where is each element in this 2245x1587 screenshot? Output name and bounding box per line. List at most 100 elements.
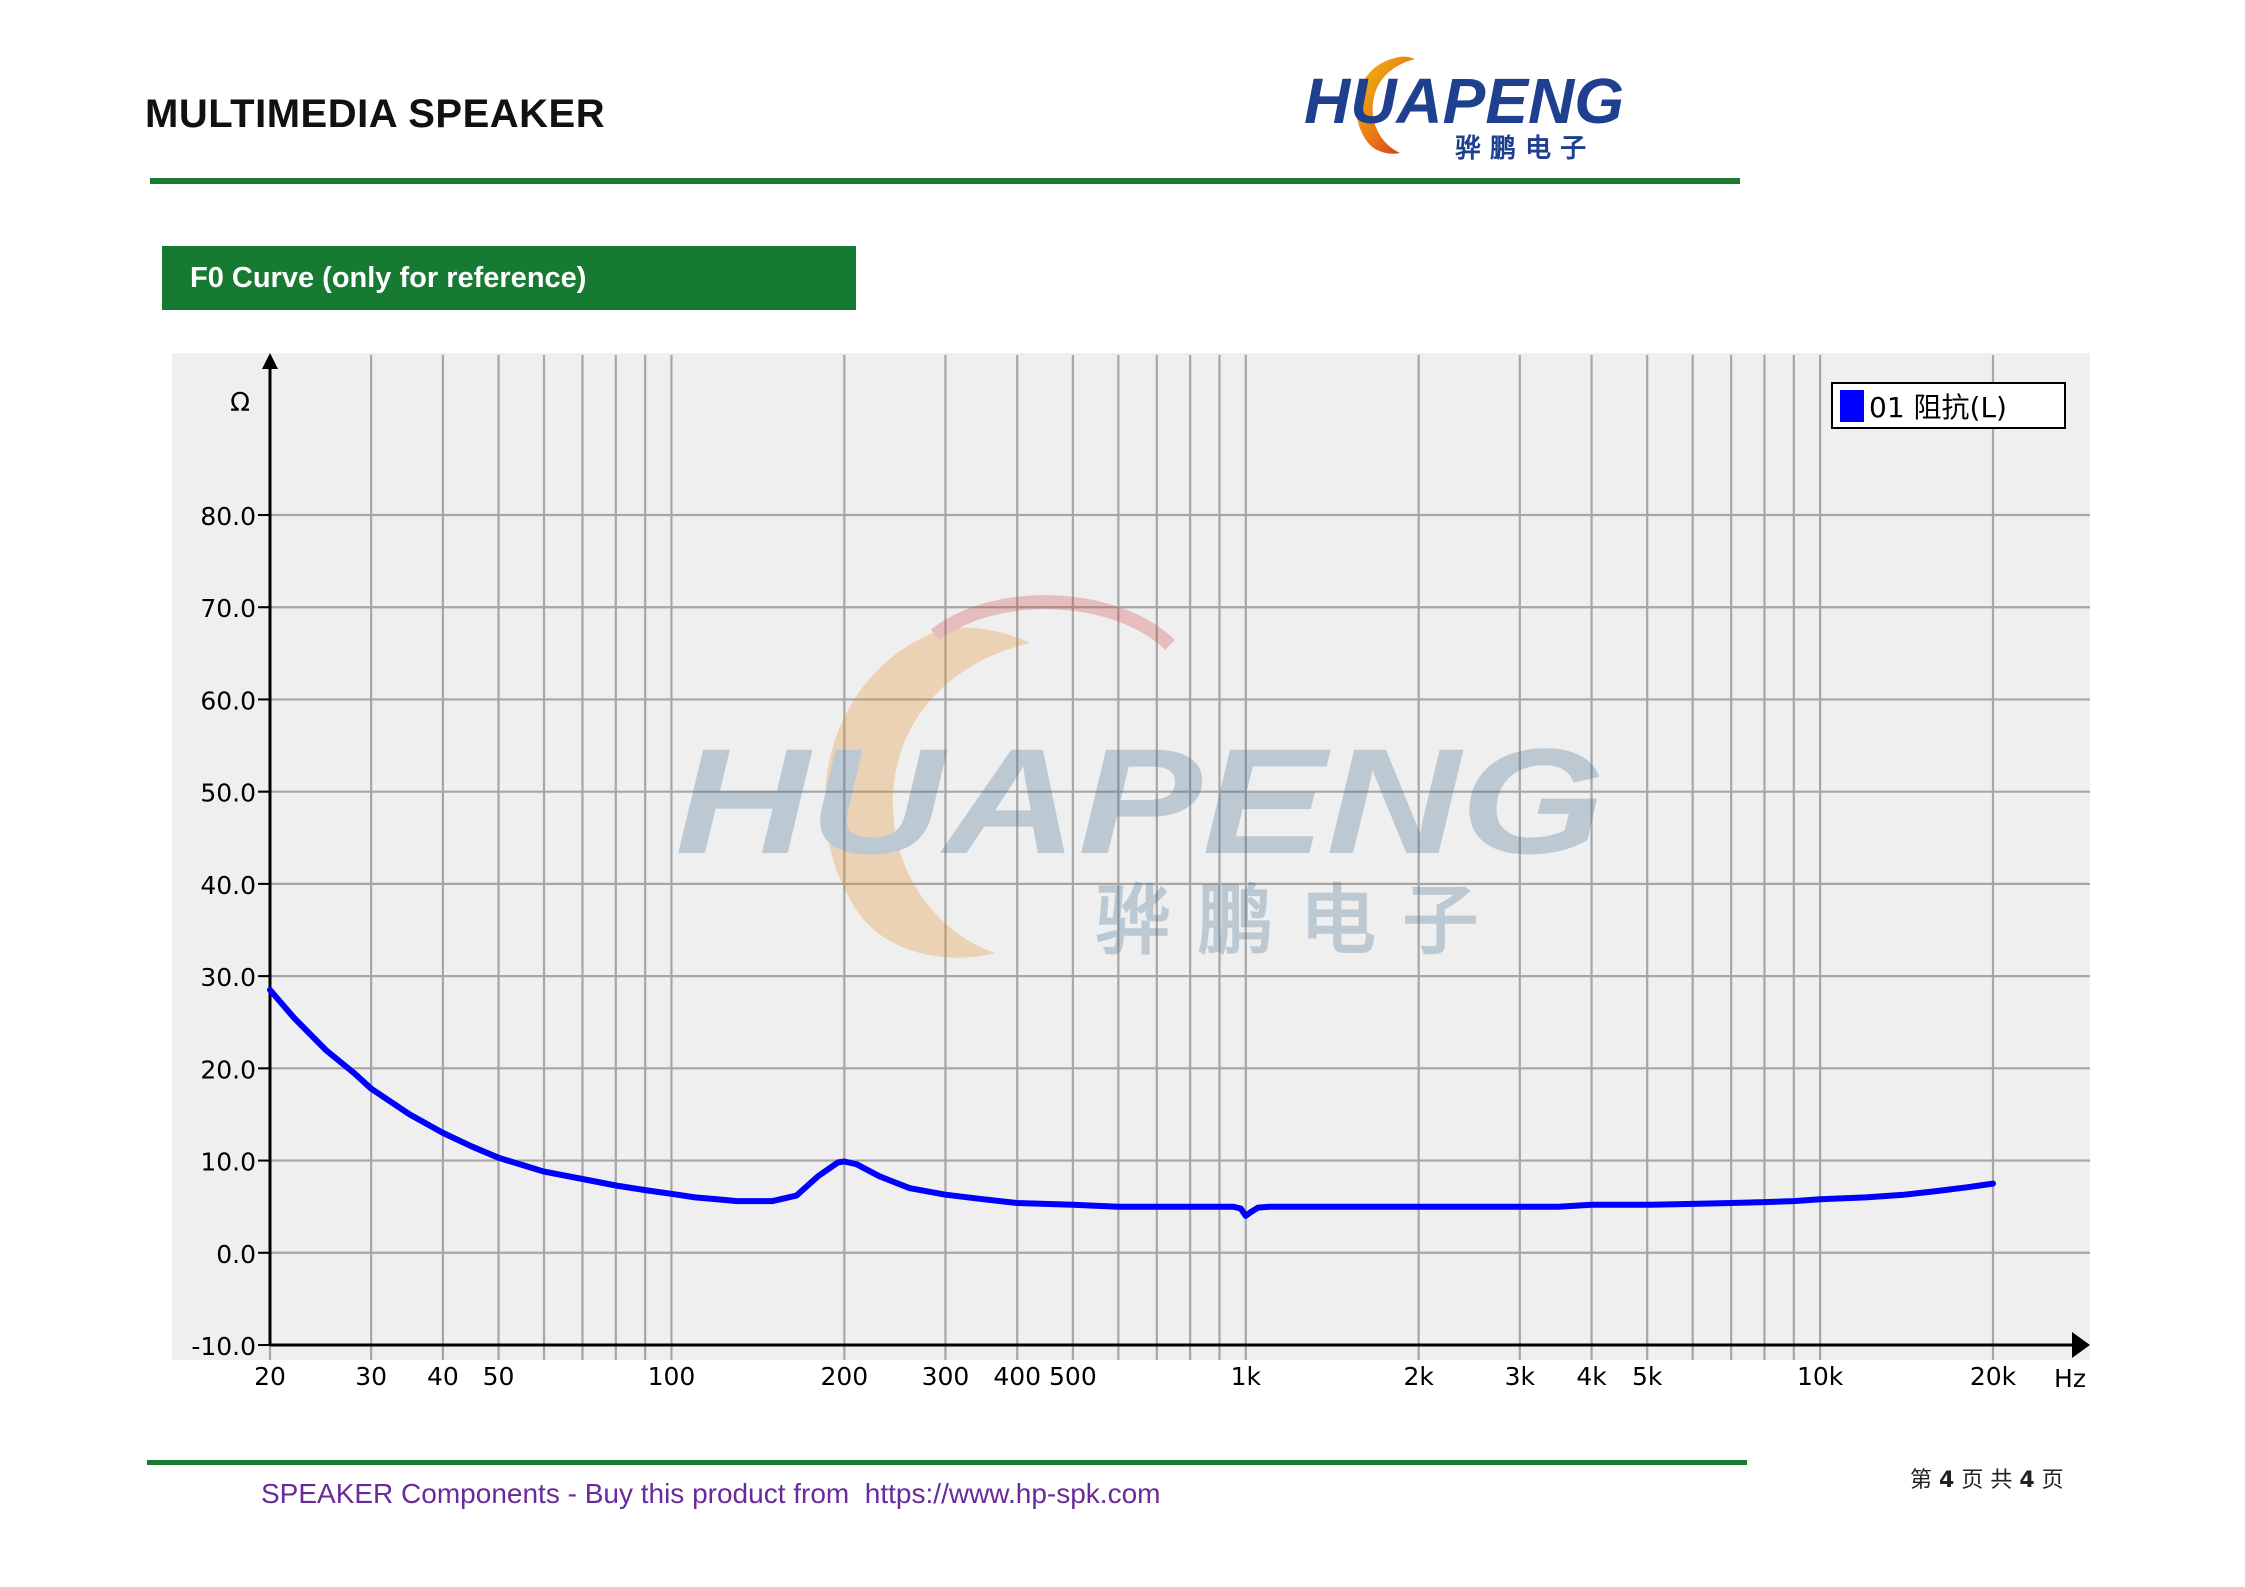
- data-point: [1231, 1205, 1235, 1209]
- plot-background: [172, 353, 2090, 1360]
- data-point: [1116, 1205, 1120, 1209]
- data-point: [614, 1183, 618, 1187]
- data-point: [771, 1199, 775, 1203]
- data-point: [1015, 1201, 1019, 1205]
- footer-divider: [147, 1460, 1747, 1465]
- x-tick-label: 5k: [1632, 1362, 1663, 1391]
- data-point: [1268, 1205, 1272, 1209]
- impedance-chart: HUAPENG 骅 鹏 电 子 -10.0 0.0 10.0 20.0 30.0 40.0…: [172, 353, 2090, 1393]
- y-axis-label: Ω: [230, 388, 250, 418]
- data-point: [324, 1048, 328, 1052]
- data-point: [1902, 1193, 1906, 1197]
- page-number: 第 4 页 共 4 页: [1910, 1462, 2064, 1494]
- legend: 01 阻抗(L): [1831, 382, 2066, 429]
- data-point: [643, 1188, 647, 1192]
- x-tick-label: 50: [483, 1362, 515, 1391]
- data-point: [1792, 1199, 1796, 1203]
- x-tick-label: 1k: [1231, 1362, 1262, 1391]
- y-tick-label: 50.0: [200, 779, 256, 808]
- x-tick-label: 4k: [1576, 1362, 1607, 1391]
- x-tick-label: 300: [922, 1362, 970, 1391]
- data-point: [982, 1197, 986, 1201]
- y-axis-arrow: [262, 353, 278, 369]
- watermark-swoosh: [825, 627, 1030, 958]
- watermark-arc: [930, 595, 1175, 651]
- y-tick-label: 20.0: [200, 1055, 256, 1084]
- y-tick-label: 60.0: [200, 686, 256, 715]
- page-current: 4: [1939, 1468, 1955, 1493]
- data-point: [908, 1186, 912, 1190]
- watermark-logo: HUAPENG 骅 鹏 电 子: [675, 595, 1605, 965]
- data-point: [1691, 1202, 1695, 1206]
- data-point: [352, 1071, 356, 1075]
- data-point: [1244, 1214, 1248, 1218]
- y-tick-label: 80.0: [200, 502, 256, 531]
- x-tick-label: 100: [648, 1362, 696, 1391]
- data-point: [816, 1174, 820, 1178]
- x-tick-label: 400: [993, 1362, 1041, 1391]
- data-point: [715, 1197, 719, 1201]
- y-tick-label: 30.0: [200, 963, 256, 992]
- logo-swoosh: [1356, 56, 1415, 154]
- legend-label: 01 阻抗(L): [1869, 391, 2007, 424]
- data-point: [369, 1087, 373, 1091]
- data-point: [1256, 1206, 1260, 1210]
- data-point: [1071, 1203, 1075, 1207]
- y-tick-label: 70.0: [200, 594, 256, 623]
- watermark-wordmark: HUAPENG: [675, 717, 1605, 885]
- legend-swatch: [1840, 390, 1864, 422]
- x-tick-label: 40: [427, 1362, 459, 1391]
- data-point: [693, 1195, 697, 1199]
- data-point: [1155, 1205, 1159, 1209]
- x-tick-label: 200: [820, 1362, 868, 1391]
- y-tick-label: 0.0: [216, 1240, 256, 1269]
- x-tick-label: 2k: [1403, 1362, 1434, 1391]
- data-point: [1239, 1207, 1243, 1211]
- data-point: [1818, 1197, 1822, 1201]
- data-point: [842, 1159, 846, 1163]
- data-point: [1188, 1205, 1192, 1209]
- data-point: [497, 1156, 501, 1160]
- data-point: [855, 1162, 859, 1166]
- page-mid: 页 共: [1961, 1468, 2013, 1493]
- data-point: [1472, 1205, 1476, 1209]
- data-point: [268, 988, 272, 992]
- x-tick-label: 500: [1049, 1362, 1097, 1391]
- data-point: [1991, 1182, 1995, 1186]
- data-point: [441, 1131, 445, 1135]
- footer-link-text[interactable]: SPEAKER Components - Buy this product fr…: [261, 1478, 1161, 1509]
- logo-wordmark: HUAPENG: [1304, 65, 1624, 137]
- data-point: [1249, 1210, 1253, 1214]
- data-point: [408, 1112, 412, 1116]
- data-point: [1864, 1195, 1868, 1199]
- watermark-chinese-text: 骅 鹏 电 子: [1095, 876, 1478, 965]
- data-point: [1556, 1205, 1560, 1209]
- data-point: [1645, 1203, 1649, 1207]
- tick-labels: -10.0 0.0 10.0 20.0 30.0 40.0 50.0 60.0 70.0 80.0…: [191, 388, 2086, 1393]
- data-point: [1965, 1185, 1969, 1189]
- data-point: [735, 1199, 739, 1203]
- legend-box: [1831, 382, 2066, 429]
- x-tick-label: 3k: [1505, 1362, 1536, 1391]
- data-point: [1590, 1203, 1594, 1207]
- document-title: MULTIMEDIA SPEAKER: [145, 92, 606, 136]
- data-point: [669, 1192, 673, 1196]
- series-layer: [267, 986, 1996, 1219]
- data-point: [1518, 1205, 1522, 1209]
- data-point: [1729, 1201, 1733, 1205]
- data-point: [877, 1174, 881, 1178]
- section-title: F0 Curve (only for reference): [162, 246, 856, 310]
- data-point: [1417, 1205, 1421, 1209]
- data-point: [470, 1145, 474, 1149]
- page-suffix: 页: [2041, 1468, 2064, 1493]
- y-tick-label: -10.0: [191, 1332, 256, 1361]
- data-point: [1935, 1189, 1939, 1193]
- y-tick-label: 40.0: [200, 871, 256, 900]
- x-tick-label: 20k: [1970, 1362, 2017, 1391]
- data-point: [1309, 1205, 1313, 1209]
- x-tick-label: 30: [355, 1362, 387, 1391]
- logo-chinese-text: 骅 鹏 电 子: [1455, 134, 1586, 164]
- data-point: [580, 1177, 584, 1181]
- data-point: [1762, 1200, 1766, 1204]
- huapeng-logo: HUAPENG 骅 鹏 电 子: [1304, 56, 1624, 164]
